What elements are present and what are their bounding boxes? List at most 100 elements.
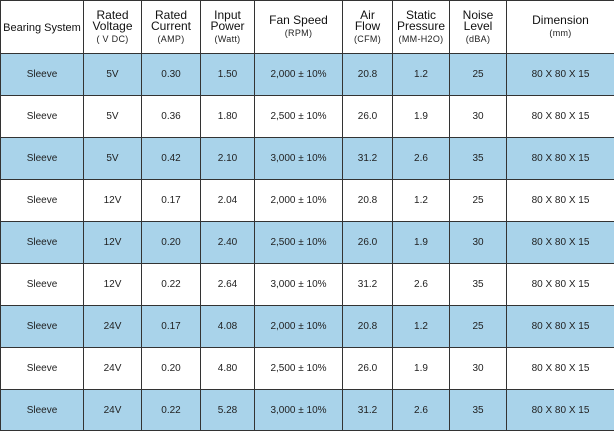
- table-row: Sleeve 12V 0.17 2.04 2,000 ± 10% 20.8 1.…: [1, 180, 614, 222]
- table-row: Sleeve 24V 0.22 5.28 3,000 ± 10% 31.2 2.…: [1, 390, 614, 431]
- cell-rated-voltage: 24V: [84, 390, 142, 431]
- cell-input-power: 5.28: [201, 390, 255, 431]
- cell-dimension: 80 X 80 X 15: [507, 306, 614, 348]
- table-row: Sleeve 5V 0.30 1.50 2,000 ± 10% 20.8 1.2…: [1, 54, 614, 96]
- cell-static-pressure: 1.9: [393, 96, 450, 138]
- cell-dimension: 80 X 80 X 15: [507, 180, 614, 222]
- cell-rated-current: 0.20: [142, 348, 201, 390]
- cell-air-flow: 26.0: [343, 96, 393, 138]
- cell-rated-voltage: 24V: [84, 306, 142, 348]
- header-label-line1: Dimension: [507, 15, 614, 26]
- cell-air-flow: 26.0: [343, 222, 393, 264]
- cell-noise-level: 35: [450, 264, 507, 306]
- cell-input-power: 1.80: [201, 96, 255, 138]
- header-unit: (RPM): [255, 27, 342, 39]
- header-unit: (mm): [507, 27, 614, 39]
- cell-fan-speed: 2,000 ± 10%: [255, 306, 343, 348]
- cell-air-flow: 20.8: [343, 306, 393, 348]
- cell-input-power: 2.04: [201, 180, 255, 222]
- cell-rated-voltage: 5V: [84, 96, 142, 138]
- cell-noise-level: 25: [450, 306, 507, 348]
- table-row: Sleeve 5V 0.36 1.80 2,500 ± 10% 26.0 1.9…: [1, 96, 614, 138]
- cell-bearing-system: Sleeve: [1, 306, 84, 348]
- table-body: Sleeve 5V 0.30 1.50 2,000 ± 10% 20.8 1.2…: [1, 54, 614, 431]
- cell-input-power: 4.08: [201, 306, 255, 348]
- cell-rated-current: 0.17: [142, 306, 201, 348]
- header-unit: (dBA): [450, 33, 506, 45]
- cell-rated-voltage: 5V: [84, 54, 142, 96]
- cell-rated-current: 0.22: [142, 264, 201, 306]
- cell-fan-speed: 2,000 ± 10%: [255, 54, 343, 96]
- cell-noise-level: 35: [450, 138, 507, 180]
- cell-air-flow: 31.2: [343, 138, 393, 180]
- cell-input-power: 2.40: [201, 222, 255, 264]
- cell-rated-voltage: 12V: [84, 222, 142, 264]
- cell-noise-level: 30: [450, 348, 507, 390]
- table-row: Sleeve 12V 0.22 2.64 3,000 ± 10% 31.2 2.…: [1, 264, 614, 306]
- header-static-pressure: Static Pressure (MM-H2O): [393, 1, 450, 54]
- cell-static-pressure: 2.6: [393, 138, 450, 180]
- cell-noise-level: 35: [450, 390, 507, 431]
- table-row: Sleeve 24V 0.20 4.80 2,500 ± 10% 26.0 1.…: [1, 348, 614, 390]
- header-unit: ( V DC): [84, 33, 141, 45]
- cell-rated-voltage: 12V: [84, 264, 142, 306]
- header-label-line2: Level: [450, 21, 506, 32]
- cell-input-power: 1.50: [201, 54, 255, 96]
- cell-static-pressure: 1.9: [393, 222, 450, 264]
- header-label-line2: Flow: [343, 21, 392, 32]
- cell-bearing-system: Sleeve: [1, 348, 84, 390]
- header-label-line2: Pressure: [393, 21, 449, 32]
- cell-noise-level: 25: [450, 54, 507, 96]
- cell-fan-speed: 3,000 ± 10%: [255, 138, 343, 180]
- header-label: Bearing System: [3, 22, 81, 34]
- header-label-line2: Power: [201, 21, 254, 32]
- cell-fan-speed: 3,000 ± 10%: [255, 264, 343, 306]
- cell-bearing-system: Sleeve: [1, 264, 84, 306]
- cell-static-pressure: 1.2: [393, 180, 450, 222]
- cell-bearing-system: Sleeve: [1, 54, 84, 96]
- table-row: Sleeve 24V 0.17 4.08 2,000 ± 10% 20.8 1.…: [1, 306, 614, 348]
- cell-noise-level: 25: [450, 180, 507, 222]
- header-unit: (MM-H2O): [393, 33, 449, 45]
- cell-bearing-system: Sleeve: [1, 96, 84, 138]
- cell-rated-current: 0.20: [142, 222, 201, 264]
- cell-bearing-system: Sleeve: [1, 222, 84, 264]
- cell-bearing-system: Sleeve: [1, 138, 84, 180]
- cell-dimension: 80 X 80 X 15: [507, 264, 614, 306]
- cell-air-flow: 20.8: [343, 180, 393, 222]
- header-unit: (AMP): [142, 33, 200, 45]
- table-row: Sleeve 5V 0.42 2.10 3,000 ± 10% 31.2 2.6…: [1, 138, 614, 180]
- header-label-line1: Fan Speed: [255, 15, 342, 26]
- cell-fan-speed: 3,000 ± 10%: [255, 390, 343, 431]
- header-unit: (Watt): [201, 33, 254, 45]
- cell-rated-voltage: 12V: [84, 180, 142, 222]
- header-row: Bearing System Rated Voltage ( V DC) Rat…: [1, 1, 614, 54]
- cell-bearing-system: Sleeve: [1, 390, 84, 431]
- cell-rated-voltage: 24V: [84, 348, 142, 390]
- cell-static-pressure: 1.9: [393, 348, 450, 390]
- table-row: Sleeve 12V 0.20 2.40 2,500 ± 10% 26.0 1.…: [1, 222, 614, 264]
- cell-input-power: 2.64: [201, 264, 255, 306]
- cell-bearing-system: Sleeve: [1, 180, 84, 222]
- cell-noise-level: 30: [450, 96, 507, 138]
- cell-static-pressure: 1.2: [393, 54, 450, 96]
- cell-dimension: 80 X 80 X 15: [507, 348, 614, 390]
- cell-air-flow: 31.2: [343, 264, 393, 306]
- cell-dimension: 80 X 80 X 15: [507, 54, 614, 96]
- cell-static-pressure: 2.6: [393, 264, 450, 306]
- header-noise-level: Noise Level (dBA): [450, 1, 507, 54]
- cell-fan-speed: 2,500 ± 10%: [255, 348, 343, 390]
- cell-rated-current: 0.42: [142, 138, 201, 180]
- cell-rated-voltage: 5V: [84, 138, 142, 180]
- cell-static-pressure: 1.2: [393, 306, 450, 348]
- header-label-line2: Voltage: [84, 21, 141, 32]
- cell-rated-current: 0.22: [142, 390, 201, 431]
- cell-air-flow: 31.2: [343, 390, 393, 431]
- cell-static-pressure: 2.6: [393, 390, 450, 431]
- cell-input-power: 2.10: [201, 138, 255, 180]
- cell-air-flow: 26.0: [343, 348, 393, 390]
- cell-rated-current: 0.36: [142, 96, 201, 138]
- cell-fan-speed: 2,500 ± 10%: [255, 96, 343, 138]
- cell-dimension: 80 X 80 X 15: [507, 390, 614, 431]
